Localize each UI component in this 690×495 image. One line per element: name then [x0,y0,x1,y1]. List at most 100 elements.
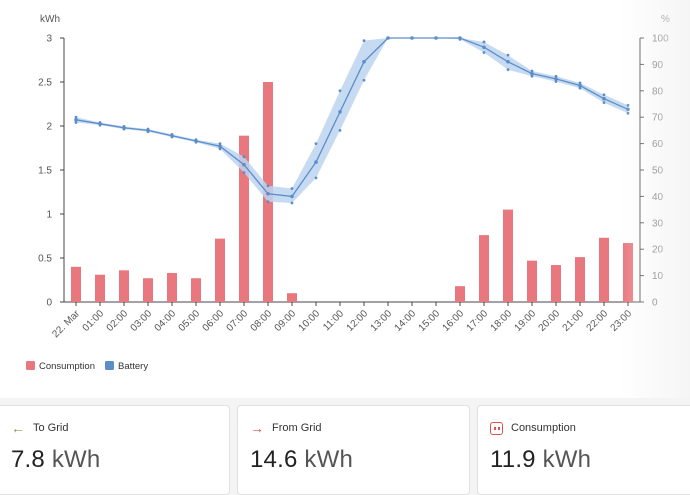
battery-low-point [578,86,582,90]
energy-chart-panel: kWh% 0 0.5 1 1.5 2 2.5 3 0 10 20 30 40 50 60 70 80 90 100 2… [0,0,690,398]
battery-high-point [242,155,246,159]
legend-label: Consumption [39,361,95,372]
x-tick-label: 10:00 [297,308,323,334]
arrow-right-icon: → [250,420,264,436]
consumption-title: Consumption [511,422,576,434]
battery-low-point [266,200,270,204]
battery-low-point [242,171,246,175]
to-grid-unit: kWh [51,446,101,473]
x-tick-label: 19:00 [513,308,539,334]
left-tick-label: 1 [46,210,52,221]
battery-high-point [338,89,342,93]
arrow-left-icon: ← [11,420,25,436]
battery-point [530,71,534,76]
battery-low-point [314,176,318,180]
battery-low-point [482,51,486,54]
to-grid-value: 7.8 [11,446,45,473]
x-tick-label: 11:00 [321,308,346,333]
to-grid-value-row: 7.8 kWh [11,446,100,474]
battery-low-point [530,74,534,78]
battery-point [434,36,438,40]
x-tick-label: 18:00 [489,308,515,334]
battery-high-point [602,93,606,97]
consumption-bar [239,135,249,302]
left-tick-label: 1.5 [38,166,52,177]
battery-low-point [338,129,342,132]
battery-point [242,162,246,167]
right-tick-label: 20 [652,245,664,256]
battery-high-point [578,81,582,85]
right-tick-label: 100 [652,34,669,45]
summary-cards: ← To Grid 7.8 kWh → From Grid 14.6 kWh C… [0,405,690,495]
battery-low-point [146,130,150,134]
to-grid-card[interactable]: ← To Grid 7.8 kWh [0,405,230,495]
battery-high-point [506,53,510,57]
consumption-value-row: 11.9 kWh [490,446,591,474]
x-tick-label: 17:00 [465,308,491,334]
legend-swatch [26,361,35,370]
battery-point [482,45,486,50]
right-tick-label: 70 [652,113,664,124]
battery-low-point [170,135,174,139]
battery-high-point [170,132,174,136]
right-tick-label: 10 [652,271,664,282]
x-tick-label: 07:00 [225,308,251,334]
battery-low-point [98,123,102,127]
from-grid-unit: kWh [304,446,353,473]
battery-high-point [626,103,630,107]
battery-low-point [74,121,78,124]
left-tick-label: 2 [46,122,52,133]
battery-high-point [218,142,222,146]
battery-low-point [122,127,126,131]
left-tick-label: 2.5 [38,78,52,89]
battery-high-point [266,184,270,188]
from-grid-title: From Grid [272,422,322,434]
x-tick-label: 01:00 [81,308,107,334]
plug-icon [490,421,503,435]
battery-point [266,191,270,196]
battery-low-point [506,68,510,72]
battery-point [314,160,318,164]
battery-point [386,36,390,40]
consumption-bar [623,243,633,302]
consumption-bar [215,238,225,302]
x-tick-label: 23:00 [609,308,635,334]
battery-range-band [76,38,628,203]
consumption-card[interactable]: Consumption 11.9 kWh [477,405,690,495]
left-tick-label: 3 [46,34,52,45]
battery-line [75,37,629,198]
battery-point [362,59,366,64]
x-tick-label: 08:00 [249,308,275,334]
battery-high-point [122,125,126,128]
battery-point [578,83,582,88]
right-tick-label: 30 [652,218,664,229]
consumption-bar [599,237,609,302]
right-tick-label: 40 [652,192,664,203]
consumption-bar [119,270,129,302]
battery-low-point [290,201,294,205]
right-tick-label: 60 [652,139,664,150]
x-tick-label: 16:00 [441,308,467,334]
x-tick-label: 06:00 [201,308,227,334]
battery-high-point [362,39,366,43]
consumption-value: 11.9 [490,446,536,473]
battery-point [338,110,342,114]
x-tick-label: 13:00 [369,308,395,334]
battery-point [218,144,222,149]
battery-point [626,107,630,112]
battery-point [410,36,414,40]
energy-chart: kWh %00.511.522.5301020304050607080901002… [26,14,670,372]
from-grid-value-row: 14.6 kWh [250,446,353,474]
battery-high-point [290,187,294,190]
from-grid-card-header: → From Grid [250,419,322,437]
right-tick-label: 80 [652,86,664,97]
x-tick-label: 15:00 [417,308,443,334]
battery-high-point [98,121,102,124]
right-tick-label: 0 [652,298,658,309]
from-grid-card[interactable]: → From Grid 14.6 kWh [237,405,470,495]
legend-swatch [104,361,114,370]
battery-point [290,194,294,199]
x-tick-label: 03:00 [129,308,155,334]
consumption-bar [479,235,489,302]
to-grid-card-header: ← To Grid [11,419,68,437]
